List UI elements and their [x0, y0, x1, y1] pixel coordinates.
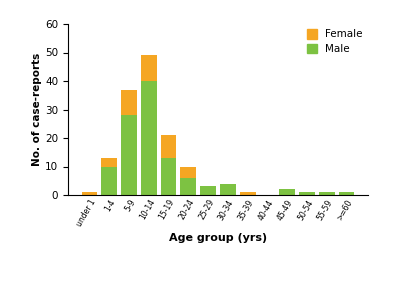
Y-axis label: No. of case-reports: No. of case-reports: [32, 53, 42, 166]
Bar: [338, 192, 354, 195]
Bar: [161, 135, 176, 158]
X-axis label: Age group (yrs): Age group (yrs): [169, 233, 267, 244]
Bar: [82, 192, 98, 195]
Bar: [121, 115, 137, 195]
Bar: [240, 192, 256, 195]
Legend: Female, Male: Female, Male: [306, 29, 363, 54]
Bar: [220, 184, 236, 195]
Bar: [101, 158, 117, 167]
Bar: [101, 167, 117, 195]
Bar: [141, 81, 157, 195]
Bar: [161, 158, 176, 195]
Bar: [319, 192, 335, 195]
Bar: [141, 55, 157, 81]
Bar: [279, 189, 295, 195]
Bar: [180, 178, 196, 195]
Bar: [121, 89, 137, 115]
Bar: [299, 192, 315, 195]
Bar: [180, 167, 196, 178]
Bar: [200, 186, 216, 195]
